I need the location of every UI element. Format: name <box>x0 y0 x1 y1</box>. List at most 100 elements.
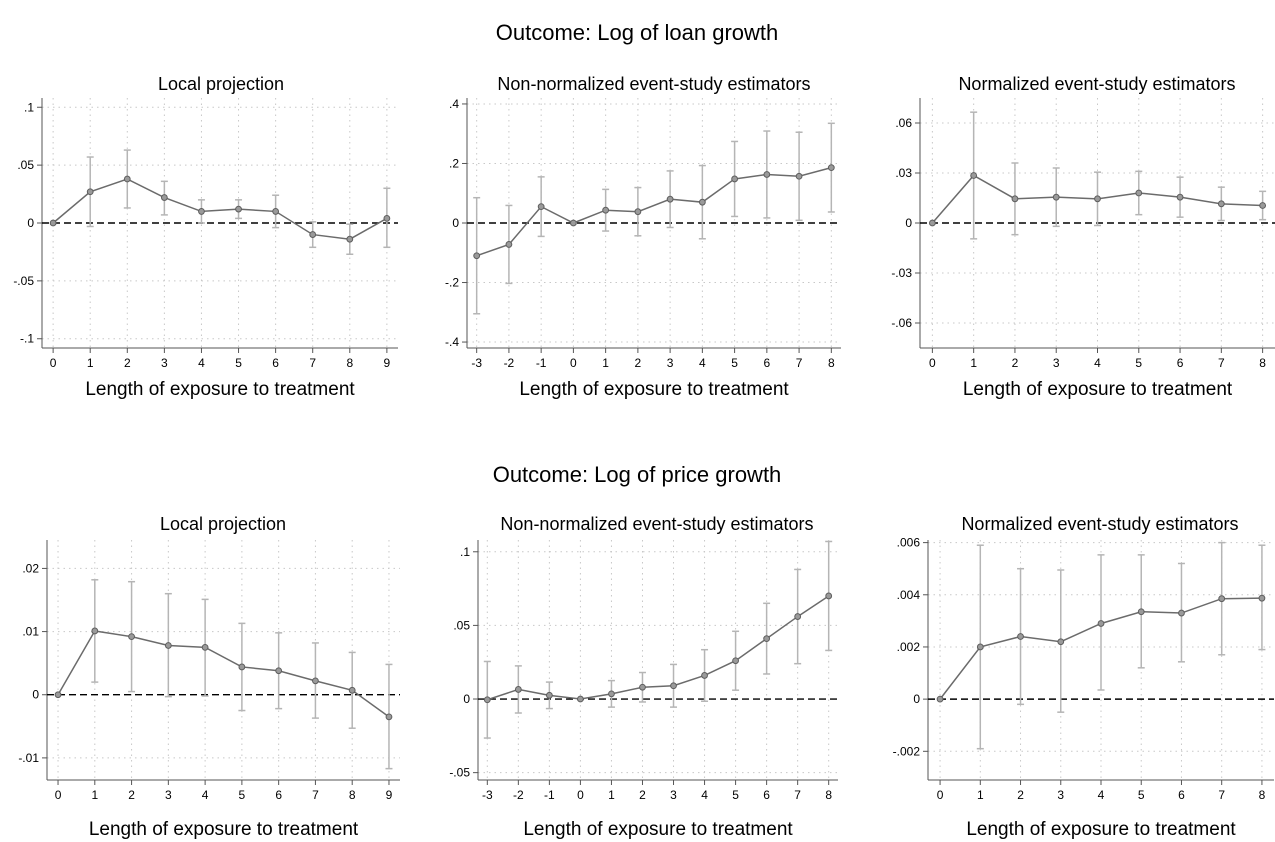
data-point <box>1011 195 1019 203</box>
data-point <box>309 231 317 238</box>
y-tick-label: .05 <box>453 618 470 632</box>
x-tick-label: 4 <box>699 356 706 370</box>
series-line <box>57 630 390 718</box>
data-point <box>763 635 771 643</box>
x-tick-label: 5 <box>235 356 242 370</box>
panel-title: Local projection <box>158 74 284 94</box>
x-tick-label: 6 <box>275 788 282 802</box>
data-point <box>505 241 513 248</box>
data-point <box>634 208 642 216</box>
x-tick-label: 5 <box>1135 356 1142 370</box>
data-point <box>577 695 584 703</box>
data-point <box>795 172 803 180</box>
x-tick-label: 4 <box>198 356 205 370</box>
x-tick-label: 8 <box>346 356 353 370</box>
panel-loan-normalized: Normalized event-study estimators Length… <box>891 74 1275 400</box>
data-point <box>238 663 246 671</box>
data-point <box>1217 200 1225 208</box>
data-point <box>1259 202 1267 209</box>
row-title-loan: Outcome: Log of loan growth <box>496 20 779 45</box>
data-point <box>1097 620 1105 627</box>
x-tick-label: 3 <box>1053 356 1060 370</box>
series-line <box>487 595 830 701</box>
plot-area: -.1 -.05 0 .05 .1 0 1 2 3 4 5 6 7 8 9 <box>13 98 398 370</box>
data-point <box>1017 633 1024 640</box>
x-tick-label: 7 <box>309 356 316 370</box>
x-tick-label: 8 <box>1259 788 1266 802</box>
data-point <box>827 164 835 172</box>
data-point <box>383 214 391 222</box>
y-tick-label: -.06 <box>891 316 912 330</box>
data-point <box>160 194 168 201</box>
data-point <box>936 695 944 703</box>
x-tick-label: 4 <box>1094 356 1101 370</box>
x-tick-label: 3 <box>165 788 172 802</box>
x-tick-label: 9 <box>384 356 391 370</box>
y-tick-label: .4 <box>449 97 459 111</box>
data-point <box>385 713 393 721</box>
y-tick-label: .004 <box>897 588 921 602</box>
y-tick-label: .01 <box>22 625 39 639</box>
data-point <box>1218 595 1226 603</box>
panel-title: Non-normalized event-study estimators <box>500 514 813 534</box>
data-point <box>976 643 984 651</box>
x-tick-label: 8 <box>1259 356 1266 370</box>
data-point <box>731 175 739 183</box>
x-tick-label: 6 <box>272 356 279 370</box>
x-tick-label: 6 <box>1177 356 1184 370</box>
x-tick-label: -3 <box>482 788 493 802</box>
x-tick-label: 2 <box>635 356 642 370</box>
x-tick-label: 6 <box>763 788 770 802</box>
panel-price-non-normalized: Non-normalized event-study estimators Le… <box>449 514 838 840</box>
x-axis-label: Length of exposure to treatment <box>85 379 355 400</box>
data-point <box>928 219 936 227</box>
data-point <box>825 592 833 600</box>
data-point <box>312 677 319 685</box>
x-tick-label: -1 <box>536 356 547 370</box>
plot-area: -.01 0 .01 .02 0 1 2 3 4 5 6 7 8 9 <box>18 540 400 802</box>
panel-loan-local-projection: Local projection Length of exposure to t… <box>13 74 398 400</box>
data-point <box>1178 609 1185 617</box>
y-tick-label: 0 <box>32 688 39 702</box>
data-point <box>1137 608 1145 616</box>
data-point <box>235 205 242 213</box>
x-axis-label: Length of exposure to treatment <box>966 819 1236 840</box>
data-point <box>763 171 771 178</box>
x-tick-label: 7 <box>312 788 319 802</box>
x-tick-label: 1 <box>608 788 615 802</box>
series-line <box>476 166 832 257</box>
y-tick-label: -.01 <box>18 751 39 765</box>
x-tick-label: 5 <box>239 788 246 802</box>
x-tick-label: 7 <box>1218 788 1225 802</box>
y-tick-label: .05 <box>17 158 34 172</box>
x-tick-label: 5 <box>1138 788 1145 802</box>
x-axis-label: Length of exposure to treatment <box>519 379 789 400</box>
panel-title: Local projection <box>160 514 286 534</box>
x-tick-label: 2 <box>1012 356 1019 370</box>
x-tick-label: 0 <box>577 788 584 802</box>
x-tick-label: -3 <box>471 356 482 370</box>
y-tick-label: .006 <box>897 536 921 550</box>
x-tick-label: 0 <box>55 788 62 802</box>
y-tick-label: -.03 <box>891 266 912 280</box>
y-tick-label: .2 <box>449 156 459 170</box>
x-tick-label: 7 <box>1218 356 1225 370</box>
panel-title: Non-normalized event-study estimators <box>497 74 810 94</box>
data-point <box>732 657 739 665</box>
x-tick-label: -2 <box>513 788 524 802</box>
data-point <box>608 690 615 698</box>
data-point <box>666 195 674 203</box>
data-point <box>794 613 802 620</box>
x-tick-label: 0 <box>937 788 944 802</box>
x-tick-label: 1 <box>602 356 609 370</box>
x-tick-label: 2 <box>128 788 135 802</box>
x-tick-label: 7 <box>796 356 803 370</box>
y-tick-label: .06 <box>895 116 912 130</box>
y-tick-label: 0 <box>463 692 470 706</box>
x-tick-label: 7 <box>794 788 801 802</box>
x-tick-label: -1 <box>544 788 555 802</box>
data-point <box>128 633 135 641</box>
y-tick-label: .02 <box>22 561 39 575</box>
x-tick-label: 0 <box>570 356 577 370</box>
data-point <box>514 686 522 693</box>
